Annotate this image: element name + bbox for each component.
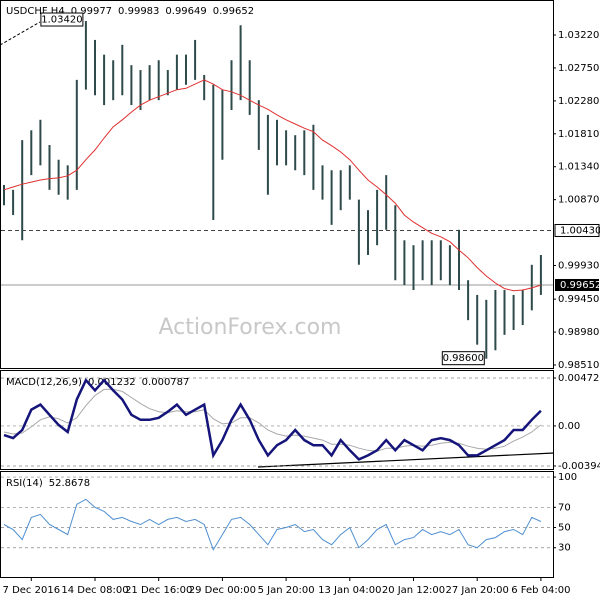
panel-title: MACD(12,26,9) [6, 377, 82, 388]
watermark: ActionForex.com [159, 315, 342, 340]
panel-header: RSI(14) 52.8678 [6, 478, 90, 489]
moving-average [3, 79, 542, 292]
trend-line [257, 452, 555, 468]
header-value: 0.99977 [71, 6, 112, 17]
x-tick-label: 14 Dec 08:00 [61, 585, 128, 596]
level-label: 1.00430 [560, 225, 600, 236]
y-tick-label: 100 [558, 472, 577, 483]
x-tick-label: 21 Dec 16:00 [125, 585, 192, 596]
level-label-box [554, 223, 600, 237]
y-tick-label: 1.03220 [558, 30, 599, 41]
header-value: 52.8678 [49, 478, 90, 489]
y-tick-label: -0.003949 [558, 461, 600, 472]
high-box [40, 12, 84, 27]
y-tick-label: 70 [558, 502, 571, 513]
header-value: 0.001232 [88, 377, 136, 388]
last-price-label: 0.99652 [560, 280, 600, 291]
header-value: 0.000787 [142, 377, 190, 388]
y-tick-label: 50 [558, 523, 571, 534]
y-tick-label: 0.004721 [558, 373, 600, 384]
header-value: 0.99983 [118, 6, 159, 17]
last-price-box [555, 278, 599, 291]
x-tick-label: 7 Dec 2016 [3, 585, 61, 596]
y-tick-label: 1.01810 [558, 129, 599, 140]
y-tick-label: 0.99450 [558, 294, 599, 305]
macd-line [3, 377, 542, 461]
x-tick-label: 13 Jan 04:00 [318, 585, 381, 596]
y-tick-label: 1.00870 [558, 195, 599, 206]
rsi-panel [0, 471, 554, 578]
y-tick-label: 0.99930 [558, 261, 599, 272]
low-box [441, 351, 485, 366]
macd-line [3, 388, 542, 452]
y-tick-label: 1.02280 [558, 96, 599, 107]
y-tick-label: 0.98980 [558, 327, 599, 338]
panel-header: MACD(12,26,9) 0.001232 0.000787 [6, 377, 189, 388]
x-tick-label: 20 Jan 12:00 [382, 585, 445, 596]
panel-title: USDCHF,H4 [6, 6, 65, 17]
x-tick-label: 27 Jan 20:00 [446, 585, 509, 596]
panel-header: USDCHF,H4 0.99977 0.99983 0.99649 0.99652 [6, 6, 254, 17]
x-tick-label: 29 Dec 00:00 [189, 585, 256, 596]
header-value: 0.99649 [165, 6, 206, 17]
panel-title: RSI(14) [6, 478, 43, 489]
y-tick-label: 1.01340 [558, 162, 599, 173]
rsi-line [3, 498, 542, 551]
x-tick-label: 5 Jan 20:00 [258, 585, 315, 596]
price-panel [0, 0, 554, 369]
macd-panel [0, 370, 554, 470]
low-label: 0.98600 [443, 353, 484, 364]
x-tick-label: 6 Feb 04:00 [511, 585, 570, 596]
annotation-leader [0, 21, 41, 46]
y-tick-label: 30 [558, 543, 571, 554]
y-tick-label: 1.02750 [558, 63, 599, 74]
y-tick-label: 0.98510 [558, 360, 599, 371]
high-label: 1.03420 [41, 15, 82, 26]
y-tick-label: 0.00 [558, 421, 580, 432]
header-value: 0.99652 [213, 6, 254, 17]
